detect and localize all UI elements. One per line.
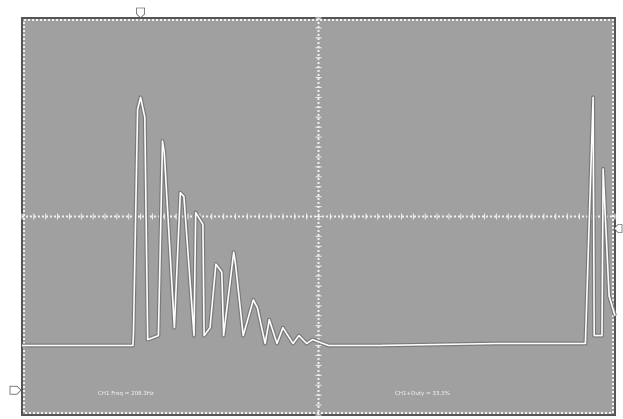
scope-markers — [9, 7, 623, 395]
trigger-position-marker — [136, 7, 145, 19]
measurement-frequency: CH1 Freq = 208.3Hz — [98, 391, 154, 397]
ch1-level-marker — [9, 385, 22, 395]
ch1-trace — [22, 96, 616, 347]
trigger-level-marker — [613, 224, 623, 233]
graticule-border — [23, 19, 614, 414]
graticule — [21, 17, 616, 416]
measurement-duty: CH1+Duty = 33.3% — [395, 391, 450, 397]
